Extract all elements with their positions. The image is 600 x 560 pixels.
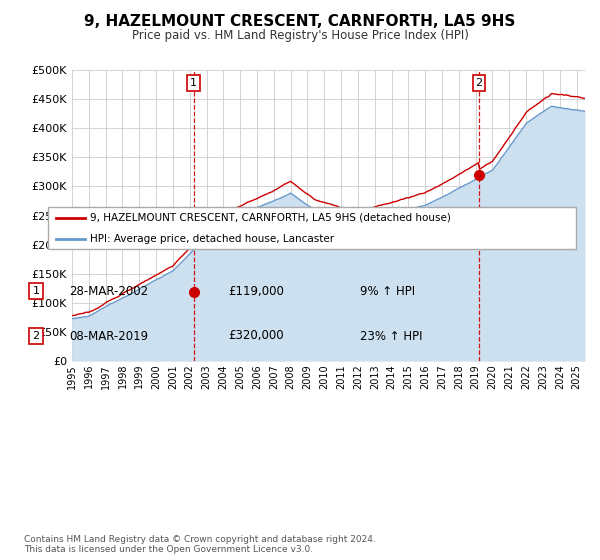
- Text: 9, HAZELMOUNT CRESCENT, CARNFORTH, LA5 9HS (detached house): 9, HAZELMOUNT CRESCENT, CARNFORTH, LA5 9…: [90, 213, 451, 223]
- Text: 1: 1: [190, 78, 197, 88]
- Text: £320,000: £320,000: [228, 329, 284, 343]
- Text: Contains HM Land Registry data © Crown copyright and database right 2024.
This d: Contains HM Land Registry data © Crown c…: [24, 535, 376, 554]
- Text: 28-MAR-2002: 28-MAR-2002: [69, 284, 148, 298]
- Text: 08-MAR-2019: 08-MAR-2019: [69, 329, 148, 343]
- Text: 9, HAZELMOUNT CRESCENT, CARNFORTH, LA5 9HS: 9, HAZELMOUNT CRESCENT, CARNFORTH, LA5 9…: [85, 14, 515, 29]
- Text: 1: 1: [32, 286, 40, 296]
- Text: Price paid vs. HM Land Registry's House Price Index (HPI): Price paid vs. HM Land Registry's House …: [131, 29, 469, 42]
- Text: 2: 2: [475, 78, 482, 88]
- Text: £119,000: £119,000: [228, 284, 284, 298]
- Text: HPI: Average price, detached house, Lancaster: HPI: Average price, detached house, Lanc…: [90, 234, 334, 244]
- Text: 2: 2: [32, 331, 40, 341]
- Text: 9% ↑ HPI: 9% ↑ HPI: [360, 284, 415, 298]
- FancyBboxPatch shape: [48, 207, 576, 249]
- Text: 23% ↑ HPI: 23% ↑ HPI: [360, 329, 422, 343]
